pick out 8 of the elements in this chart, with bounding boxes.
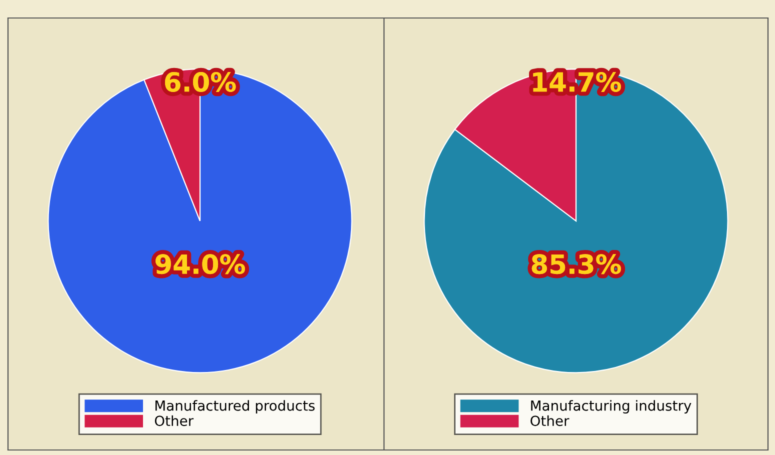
pie-slice xyxy=(48,68,352,374)
data-label: 6.0% xyxy=(165,72,236,92)
legend-label: Other xyxy=(154,415,194,426)
legend-label: Other xyxy=(530,415,570,426)
legend-label: Manufacturing industry xyxy=(531,400,692,414)
data-label: 85.3% xyxy=(532,254,621,274)
data-label: 94.0% xyxy=(156,254,245,274)
legend-label: Manufactured products xyxy=(155,400,315,414)
